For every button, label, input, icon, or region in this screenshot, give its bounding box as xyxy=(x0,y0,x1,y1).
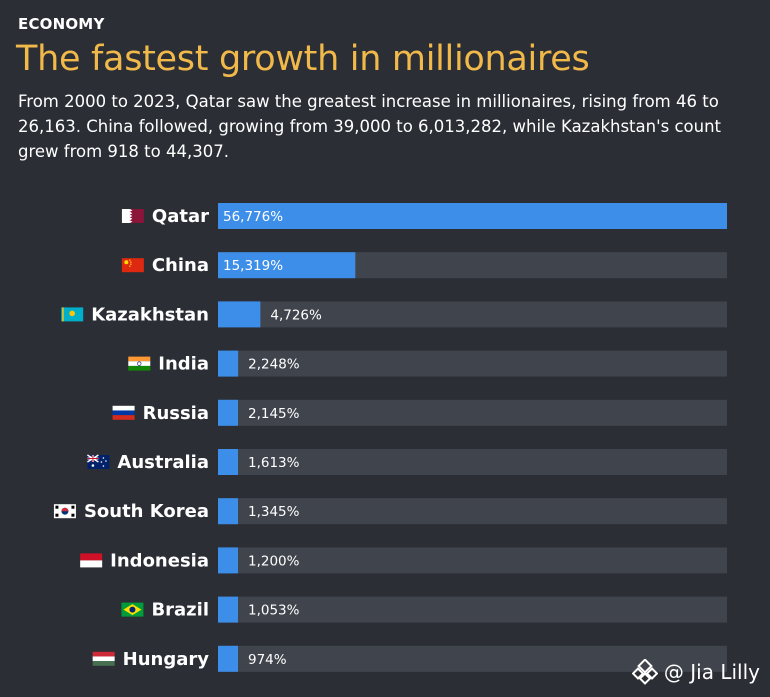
bar-track xyxy=(218,547,727,574)
bar-australia xyxy=(218,449,238,475)
value-label: 974% xyxy=(248,652,287,668)
country-label: India xyxy=(158,354,209,375)
hungary-flag-icon xyxy=(92,651,115,666)
kazakhstan-flag-icon xyxy=(61,307,84,322)
country-label: Qatar xyxy=(152,206,209,227)
bar-track xyxy=(218,596,727,623)
country-label: Australia xyxy=(117,452,209,473)
bar-row: 2,145% Russia xyxy=(112,399,727,426)
bar-row: 1,053% Brazil xyxy=(121,596,727,623)
indonesia-flag-icon xyxy=(80,553,103,568)
bar-south-korea xyxy=(218,498,238,525)
value-label: 2,248% xyxy=(248,357,300,373)
country-label: Russia xyxy=(143,403,209,424)
qatar-flag-icon xyxy=(121,209,144,223)
country-label: China xyxy=(152,255,209,276)
brazil-flag-icon xyxy=(121,602,144,617)
bar-brazil xyxy=(218,596,238,623)
country-label: Indonesia xyxy=(110,550,209,571)
bar-row: 4,726% Kazakhstan xyxy=(61,301,727,328)
bar-russia xyxy=(218,399,238,426)
bar-row: 2,248% India xyxy=(128,350,727,377)
bar-hungary xyxy=(218,645,238,672)
country-label: Brazil xyxy=(151,600,209,621)
country-label: South Korea xyxy=(84,501,209,522)
bar-track xyxy=(218,498,727,525)
value-label: 1,200% xyxy=(248,553,300,569)
bar-row: 974% Hungary xyxy=(92,645,727,672)
russia-flag-icon xyxy=(112,405,135,420)
china-flag-icon xyxy=(121,258,144,273)
australia-flag-icon xyxy=(87,454,110,469)
india-flag-icon xyxy=(128,356,151,371)
value-label: 1,613% xyxy=(248,455,300,471)
bar-row: 1,200% Indonesia xyxy=(80,547,727,574)
bar-row: 56,776% Qatar xyxy=(121,203,727,229)
bar-track xyxy=(218,301,727,328)
value-label: 56,776% xyxy=(223,209,283,225)
bar-track xyxy=(218,399,727,426)
chart-subtitle: From 2000 to 2023, Qatar saw the greates… xyxy=(18,92,722,161)
country-label: Kazakhstan xyxy=(91,304,209,325)
bar-indonesia xyxy=(218,547,238,574)
diamond-logo-icon xyxy=(631,659,658,685)
bar-track xyxy=(218,449,727,475)
section-label: ECONOMY xyxy=(18,15,105,33)
value-label: 2,145% xyxy=(248,406,300,422)
value-label: 1,345% xyxy=(248,504,300,520)
bar-track xyxy=(218,350,727,377)
watermark: @ Jia Lilly xyxy=(631,659,760,685)
bar-qatar xyxy=(218,203,727,229)
value-label: 1,053% xyxy=(248,603,300,619)
country-label: Hungary xyxy=(123,649,210,670)
chart-title: The fastest growth in millionaires xyxy=(16,39,590,79)
value-label: 15,319% xyxy=(223,258,283,274)
bar-row: 1,345% South Korea xyxy=(53,498,727,525)
south-korea-flag-icon xyxy=(53,504,76,519)
bar-track xyxy=(218,645,727,672)
value-label: 4,726% xyxy=(270,307,322,323)
bar-row: 1,613% Australia xyxy=(87,449,727,475)
bar-china xyxy=(218,252,356,279)
bar-row: 15,319% China xyxy=(121,252,727,279)
bar-kazakhstan xyxy=(218,301,261,328)
bar-india xyxy=(218,350,239,377)
watermark-text: @ Jia Lilly xyxy=(663,660,760,684)
